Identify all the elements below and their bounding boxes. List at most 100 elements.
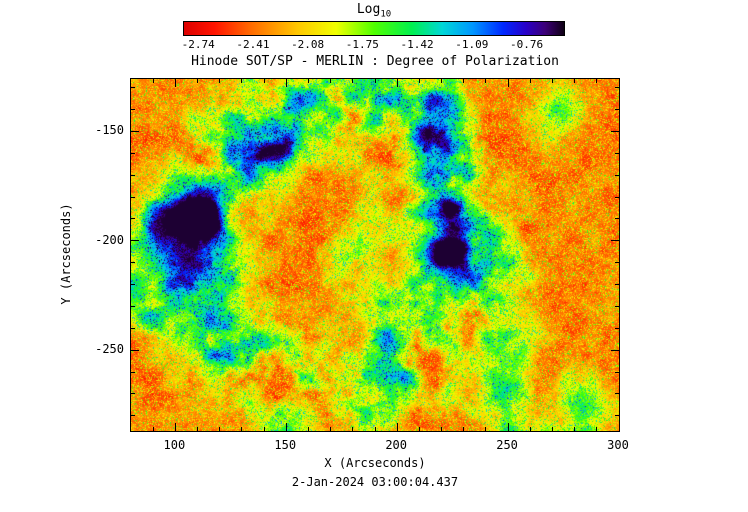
axis-tick [152,79,154,83]
axis-tick [131,152,135,154]
axis-tick [352,79,354,83]
axis-tick [131,262,135,264]
axis-tick [352,427,354,431]
axis-tick [152,427,154,431]
axis-tick [131,131,139,132]
axis-tick [396,423,398,431]
axis-tick [285,423,287,431]
axis-tick [552,79,553,83]
axis-tick [219,79,221,83]
axis-tick [611,131,619,132]
axis-tick [263,79,265,83]
y-tick-label: -200 [95,232,124,247]
axis-tick [374,427,376,431]
x-tick-label: 300 [607,438,629,452]
axis-tick [615,152,619,154]
axis-tick [308,427,309,431]
heatmap-image [131,79,619,431]
timestamp-caption: 2-Jan-2024 03:00:04.437 [291,475,459,489]
plot-title: Hinode SOT/SP - MERLIN : Degree of Polar… [191,54,559,69]
axis-tick [131,415,135,417]
axis-tick [615,415,619,417]
colorbar-label-text: Log [356,2,381,17]
axis-tick [485,427,487,431]
axis-tick [131,305,135,307]
axis-tick [574,427,576,431]
axis-tick [330,427,332,431]
axis-tick [485,79,487,83]
axis-tick [131,327,135,329]
colorbar-tick-label: -1.75 [345,38,379,51]
x-tick-label: 100 [163,438,186,452]
axis-tick [507,423,509,431]
axis-tick [131,196,135,198]
x-tick-label: 200 [385,438,408,452]
axis-tick [463,79,465,83]
axis-tick [615,327,619,329]
axis-tick [615,174,619,176]
axis-tick [197,79,198,83]
axis-tick [263,427,265,431]
axis-tick [574,79,576,83]
axis-tick [174,79,176,87]
axis-tick [596,79,598,83]
axis-tick [615,196,619,198]
axis-tick [418,427,420,431]
axis-tick [615,262,619,264]
axis-tick [396,79,398,87]
axis-tick [615,87,619,89]
axis-tick [615,218,619,220]
colorbar-tick-label: -2.41 [236,38,270,51]
axis-tick [615,284,619,285]
axis-tick [441,427,442,431]
axis-tick [596,427,598,431]
axis-tick [174,423,176,431]
colorbar-tick-label: -1.09 [455,38,489,51]
axis-tick [131,371,135,373]
axis-tick [615,371,619,373]
axis-tick [131,393,135,395]
x-tick-label: 250 [496,438,518,452]
axis-tick [529,79,531,83]
axis-tick [131,174,135,176]
y-axis-label: Y (Arcseconds) [59,203,73,305]
axis-tick [611,240,619,242]
axis-tick [131,284,135,285]
axis-tick [219,427,221,431]
axis-tick [131,240,139,242]
axis-tick [552,427,553,431]
axis-tick [241,427,243,431]
axis-tick [330,79,332,83]
axis-tick [374,79,376,83]
plot-area [130,78,620,432]
axis-tick [131,109,135,111]
axis-tick [615,109,619,111]
axis-tick [131,218,135,220]
x-tick-label: 150 [274,438,297,452]
axis-tick [463,427,465,431]
axis-tick [441,79,442,83]
y-tick-label: -150 [95,123,124,138]
axis-tick [285,79,287,87]
axis-tick [615,393,619,395]
axis-tick [529,427,531,431]
axis-tick [611,349,619,351]
axis-tick [507,79,509,87]
colorbar-tick-label: -1.42 [400,38,434,51]
axis-tick [241,79,243,83]
colorbar-tick-label: -2.74 [181,38,215,51]
colorbar-label-subscript: 10 [380,9,392,20]
y-tick-label: -250 [95,342,124,357]
axis-tick [418,79,420,83]
axis-tick [615,305,619,307]
axis-tick [308,79,309,83]
colorbar-label: Log10 [183,2,565,20]
colorbar-tick-label: -2.08 [291,38,325,51]
axis-tick [131,349,139,351]
colorbar-tick-label: -0.76 [509,38,544,51]
colorbar [183,21,565,36]
x-axis-label: X (Arcseconds) [324,456,426,470]
axis-tick [131,87,135,89]
axis-tick [197,427,198,431]
